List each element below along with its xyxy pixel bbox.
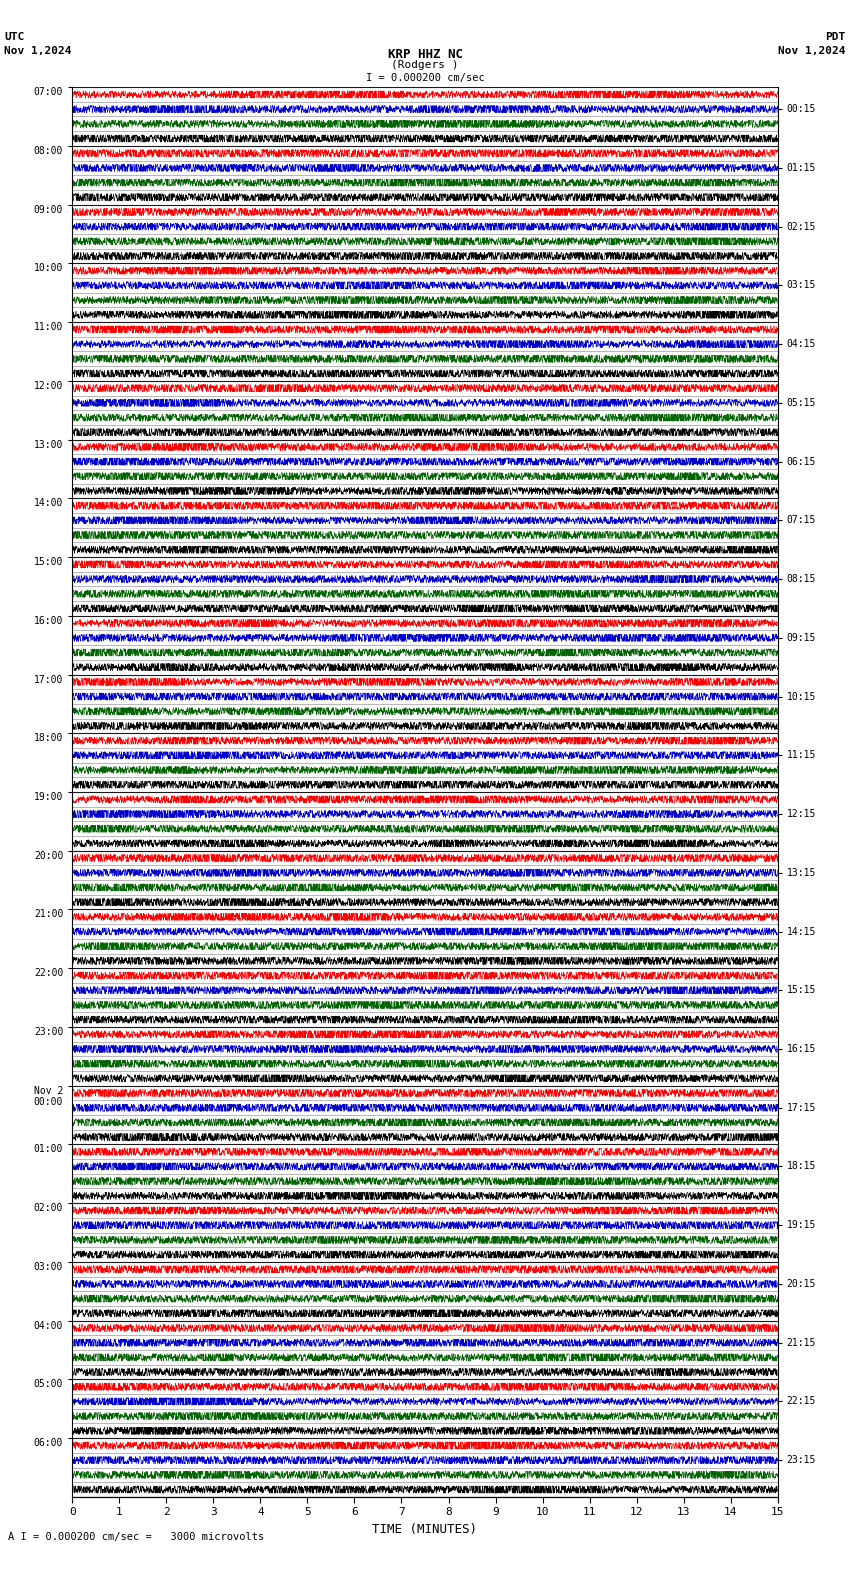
Text: PDT: PDT <box>825 32 846 41</box>
Text: UTC: UTC <box>4 32 25 41</box>
Text: Nov 1,2024: Nov 1,2024 <box>779 46 846 55</box>
Text: A I = 0.000200 cm/sec =   3000 microvolts: A I = 0.000200 cm/sec = 3000 microvolts <box>8 1532 264 1541</box>
Text: (Rodgers ): (Rodgers ) <box>391 60 459 70</box>
X-axis label: TIME (MINUTES): TIME (MINUTES) <box>372 1522 478 1536</box>
Text: Nov 1,2024: Nov 1,2024 <box>4 46 71 55</box>
Text: KRP HHZ NC: KRP HHZ NC <box>388 48 462 60</box>
Text: I = 0.000200 cm/sec: I = 0.000200 cm/sec <box>366 73 484 82</box>
